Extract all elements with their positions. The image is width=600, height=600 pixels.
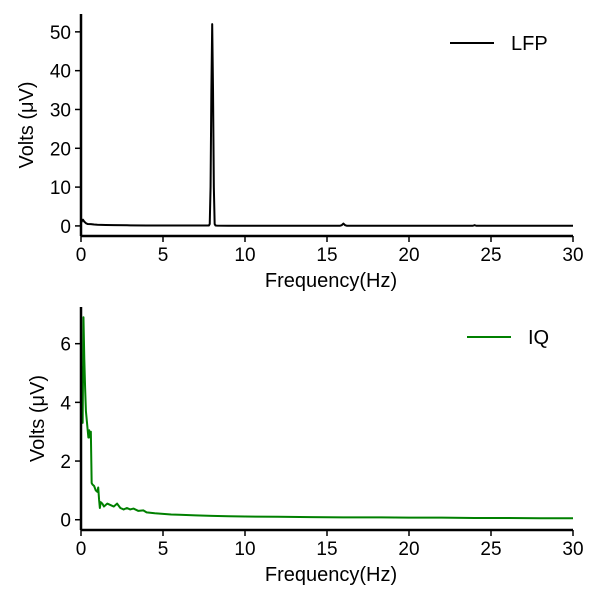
x-tick-label: 20 xyxy=(398,539,419,560)
x-tick-label: 15 xyxy=(316,245,337,266)
y-tick-label: 10 xyxy=(50,178,71,199)
series-line-iq xyxy=(80,316,573,520)
y-axis-label: Volts (μV) xyxy=(27,375,49,462)
x-tick-label: 10 xyxy=(234,539,255,560)
x-tick-label: 25 xyxy=(480,245,501,266)
x-tick-label: 25 xyxy=(480,539,501,560)
x-tick-label: 0 xyxy=(76,539,87,560)
legend-label: LFP xyxy=(511,33,548,55)
x-tick-label: 30 xyxy=(562,539,583,560)
x-tick-label: 5 xyxy=(158,539,169,560)
y-tick-label: 2 xyxy=(60,452,71,473)
y-tick-label: 6 xyxy=(60,335,71,356)
y-axis-label: Volts (μV) xyxy=(16,81,38,168)
x-tick-label: 20 xyxy=(398,245,419,266)
x-tick-label: 10 xyxy=(234,245,255,266)
y-tick-label: 30 xyxy=(50,100,71,121)
chart-panel-1: 0 5 10 15 20 25 30 0 10 20 30 40 50 Frequency(Hz) Volt… xyxy=(16,14,584,292)
y-tick-label: 0 xyxy=(60,511,71,532)
x-tick-label: 30 xyxy=(562,245,583,266)
y-tick-label: 40 xyxy=(50,62,71,83)
x-axis-label: Frequency(Hz) xyxy=(265,564,397,586)
x-tick-label: 5 xyxy=(158,245,169,266)
y-tick-label: 20 xyxy=(50,139,71,160)
x-tick-label: 15 xyxy=(316,539,337,560)
x-axis-label: Frequency(Hz) xyxy=(265,270,397,292)
y-tick-label: 50 xyxy=(50,23,71,44)
y-tick-label: 0 xyxy=(60,217,71,238)
legend-label: IQ xyxy=(528,327,549,349)
series-line-lfp xyxy=(80,23,573,227)
legend: LFP xyxy=(450,33,548,55)
chart-panel-2: 0 5 10 15 20 25 30 0 2 4 6 Frequency(Hz) Volts (μV) I… xyxy=(27,307,584,586)
legend: IQ xyxy=(467,327,549,349)
y-tick-label: 4 xyxy=(60,393,71,414)
x-tick-label: 0 xyxy=(76,245,87,266)
